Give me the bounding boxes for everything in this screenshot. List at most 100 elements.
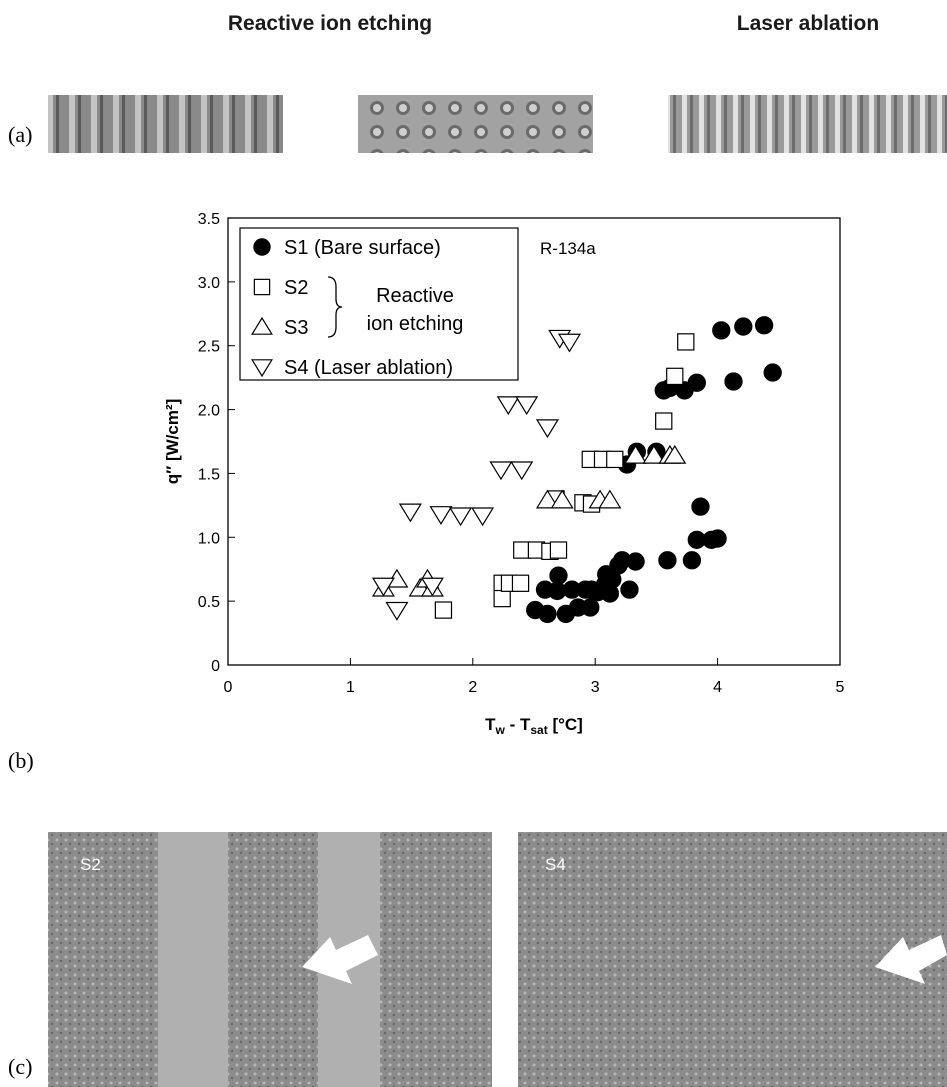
brace-label: ion etching xyxy=(367,313,464,335)
data-point xyxy=(385,601,409,621)
ridge xyxy=(158,832,228,1087)
legend-label: S1 (Bare surface) xyxy=(284,237,441,259)
y-tick-label: 0 xyxy=(211,658,220,675)
image-label: S4 xyxy=(686,71,707,90)
x-axis-label-part: T xyxy=(485,715,496,734)
image-label: S2 xyxy=(80,855,101,874)
image-label: S2 xyxy=(68,71,89,90)
data-point xyxy=(420,577,444,597)
y-tick-label: 1.0 xyxy=(198,530,220,547)
data-point xyxy=(642,444,666,464)
panel-label: (a) xyxy=(8,122,32,147)
sem-image xyxy=(358,95,593,153)
data-point xyxy=(620,580,639,599)
panel-label: (c) xyxy=(8,1054,32,1079)
panel-a: Reactive ion etching Laser ablation S2 S… xyxy=(8,12,947,153)
x-axis-label: Tw - Tsat [°C] xyxy=(485,715,583,737)
data-point xyxy=(763,363,782,382)
data-point xyxy=(434,601,453,619)
y-tick-label: 1.5 xyxy=(198,466,220,483)
data-point xyxy=(712,321,731,340)
data-point xyxy=(449,507,473,527)
data-point xyxy=(549,566,568,585)
data-point xyxy=(734,317,753,336)
y-tick-label: 2.0 xyxy=(198,403,220,420)
data-point xyxy=(658,551,677,570)
image-label: S3 xyxy=(370,71,391,90)
legend-marker xyxy=(251,316,273,335)
data-point xyxy=(687,373,706,392)
data-point xyxy=(666,367,684,386)
legend-marker xyxy=(253,278,271,296)
sem-image xyxy=(668,95,947,153)
x-tick-label: 1 xyxy=(346,679,355,696)
data-point xyxy=(471,507,495,527)
data-point xyxy=(677,333,695,351)
data-point xyxy=(626,552,645,571)
heading: Laser ablation xyxy=(737,12,879,35)
panel-label: (b) xyxy=(8,748,34,773)
data-point xyxy=(682,551,702,570)
plot-frame xyxy=(227,217,841,666)
data-point xyxy=(606,450,624,469)
brace-label: Reactive xyxy=(376,285,454,307)
legend-box xyxy=(239,227,519,381)
data-point xyxy=(708,529,727,548)
image-label: S4 xyxy=(545,855,566,874)
sem-image xyxy=(48,95,283,153)
y-tick-label: 3.5 xyxy=(198,211,220,228)
data-point xyxy=(557,333,582,353)
data-point xyxy=(754,316,774,335)
panel-c: S2 S4 (c) xyxy=(8,832,947,1087)
x-tick-label: 5 xyxy=(836,679,845,696)
data-point xyxy=(496,396,520,416)
x-tick-label: 2 xyxy=(468,679,477,696)
data-point xyxy=(515,396,539,416)
x-tick-label: 0 xyxy=(224,679,233,696)
data-point xyxy=(511,574,530,592)
heading: Reactive ion etching xyxy=(228,12,432,35)
data-point xyxy=(724,372,743,391)
arrow xyxy=(875,935,947,984)
data-point xyxy=(624,444,648,464)
data-point xyxy=(429,506,453,525)
data-point xyxy=(549,541,568,559)
legend-marker xyxy=(251,359,273,378)
legend-label: S3 xyxy=(284,317,308,339)
annotation: R-134a xyxy=(540,239,596,258)
data-point xyxy=(535,489,559,509)
data-point xyxy=(398,503,422,523)
brace xyxy=(327,276,343,338)
legend-marker xyxy=(253,238,271,256)
legend-label: S2 xyxy=(284,277,308,299)
x-axis-label-part: w xyxy=(495,723,506,737)
data-point xyxy=(598,489,622,509)
data-point xyxy=(513,541,531,559)
data-point xyxy=(538,604,557,624)
x-tick-label: 4 xyxy=(713,679,722,696)
data-point xyxy=(510,461,534,481)
x-axis-label-part: - T xyxy=(505,715,531,734)
data-point xyxy=(489,461,513,481)
data-point xyxy=(655,412,673,430)
sem-image xyxy=(48,832,492,1087)
data-point xyxy=(493,589,511,608)
data-point xyxy=(371,577,395,597)
x-tick-label: 3 xyxy=(591,679,600,696)
x-axis-label-part: [°C] xyxy=(548,715,583,734)
data-point xyxy=(691,497,710,516)
chart: 0 1 2 3 4 5 0 0.5 1.0 1.5 2.0 2.5 3.0 3.5 Tw - Tsat [°… xyxy=(163,211,845,737)
y-tick-label: 2.5 xyxy=(198,339,220,356)
x-axis-label-part: sat xyxy=(530,723,547,737)
y-tick-label: 0.5 xyxy=(198,594,220,611)
arrow xyxy=(302,935,378,984)
y-tick-label: 3.0 xyxy=(198,275,220,292)
data-point xyxy=(581,598,600,617)
y-axis-label: q″ [W/cm²] xyxy=(163,399,182,485)
data-point xyxy=(550,489,574,509)
sem-image xyxy=(518,832,947,1087)
data-point xyxy=(663,444,687,464)
legend-label: S4 (Laser ablation) xyxy=(284,357,453,379)
